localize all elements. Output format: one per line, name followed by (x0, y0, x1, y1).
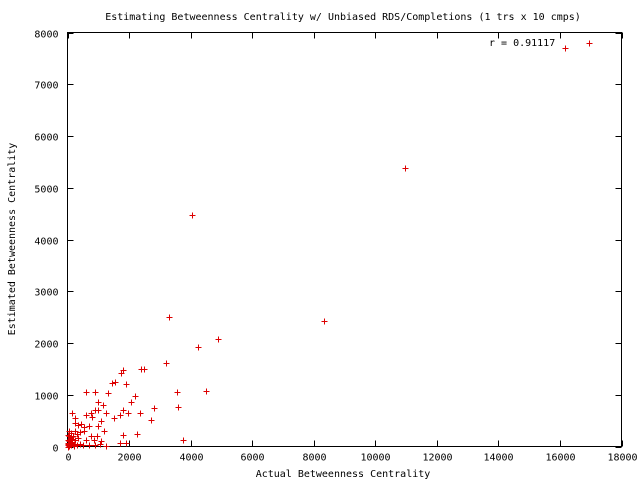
data-point (134, 431, 141, 438)
data-point (95, 399, 102, 406)
x-tick-label: 18000 (607, 453, 637, 464)
data-point (95, 423, 102, 430)
data-point (69, 410, 76, 417)
y-axis-label: Estimated Betweenness Centrality (7, 143, 18, 336)
data-point (117, 412, 124, 419)
data-point (137, 410, 144, 417)
data-point (67, 436, 74, 443)
x-tick-label: 6000 (240, 453, 264, 464)
data-point (95, 407, 102, 414)
data-point (203, 388, 210, 395)
y-axis-ticks: 0 1000 2000 3000 4000 5000 6000 7000 8000 (34, 30, 622, 455)
data-point (151, 405, 158, 412)
data-point (100, 402, 107, 409)
data-point (97, 441, 104, 448)
data-point (103, 443, 110, 450)
data-point (101, 428, 108, 435)
data-point (80, 442, 87, 449)
data-point (402, 165, 409, 172)
data-point (83, 437, 90, 444)
chart-title: Estimating Betweenness Centrality w/ Unb… (105, 12, 581, 23)
x-tick-label: 10000 (360, 453, 390, 464)
data-point (98, 418, 105, 425)
y-tick-label: 8000 (34, 30, 58, 41)
data-point (65, 440, 72, 447)
x-axis-ticks: 0 2000 4000 6000 8000 10000 12000 14000 16000 180… (65, 32, 638, 464)
data-point (174, 389, 181, 396)
data-point (89, 414, 96, 421)
data-point (66, 428, 73, 435)
data-point (163, 360, 170, 367)
correlation-annotation: r = 0.91117 (489, 38, 555, 49)
data-point (83, 412, 90, 419)
data-point (132, 393, 139, 400)
x-tick-label: 8000 (302, 453, 326, 464)
y-tick-label: 1000 (34, 392, 58, 403)
data-point (123, 381, 130, 388)
data-point (189, 212, 196, 219)
data-point (175, 404, 182, 411)
x-tick-label: 16000 (545, 453, 575, 464)
data-point (92, 442, 99, 449)
data-point (148, 417, 155, 424)
x-tick-label: 14000 (483, 453, 513, 464)
data-point (75, 435, 82, 442)
data-point (321, 318, 328, 325)
data-point (105, 390, 112, 397)
data-point (195, 344, 202, 351)
data-point (74, 442, 81, 449)
y-tick-label: 3000 (34, 288, 58, 299)
x-tick-label: 12000 (422, 453, 452, 464)
data-point (123, 440, 130, 447)
data-point (86, 442, 93, 449)
x-tick-label: 2000 (117, 453, 141, 464)
data-point (88, 433, 95, 440)
y-tick-label: 6000 (34, 133, 58, 144)
x-tick-label: 0 (65, 453, 71, 464)
data-point (71, 443, 78, 450)
data-point (111, 415, 118, 422)
data-point (125, 410, 132, 417)
y-tick-label: 7000 (34, 81, 58, 92)
data-points (65, 40, 593, 451)
data-point (120, 407, 127, 414)
data-point (215, 336, 222, 343)
data-point (103, 410, 110, 417)
data-point (128, 399, 135, 406)
data-point (112, 379, 119, 386)
x-axis-label: Actual Betweenness Centrality (256, 469, 431, 480)
y-tick-label: 4000 (34, 237, 58, 248)
data-point (98, 438, 105, 445)
data-point (74, 431, 81, 438)
data-point (78, 421, 85, 428)
data-point (118, 370, 125, 377)
data-point (109, 380, 116, 387)
data-point (562, 45, 569, 52)
data-point (586, 40, 593, 47)
data-point (120, 432, 127, 439)
y-tick-label: 0 (52, 444, 58, 455)
data-point (81, 428, 88, 435)
data-point (77, 441, 84, 448)
data-point (70, 433, 77, 440)
data-point (117, 440, 124, 447)
data-point (91, 437, 98, 444)
plot-frame (67, 32, 622, 447)
data-point (180, 437, 187, 444)
y-tick-label: 5000 (34, 185, 58, 196)
data-point (75, 422, 82, 429)
data-point (88, 410, 95, 417)
y-tick-label: 2000 (34, 340, 58, 351)
data-point (86, 423, 93, 430)
data-point (94, 433, 101, 440)
data-point (83, 389, 90, 396)
data-point (166, 314, 173, 321)
data-point (92, 389, 99, 396)
data-point (138, 366, 145, 373)
x-tick-label: 4000 (179, 453, 203, 464)
